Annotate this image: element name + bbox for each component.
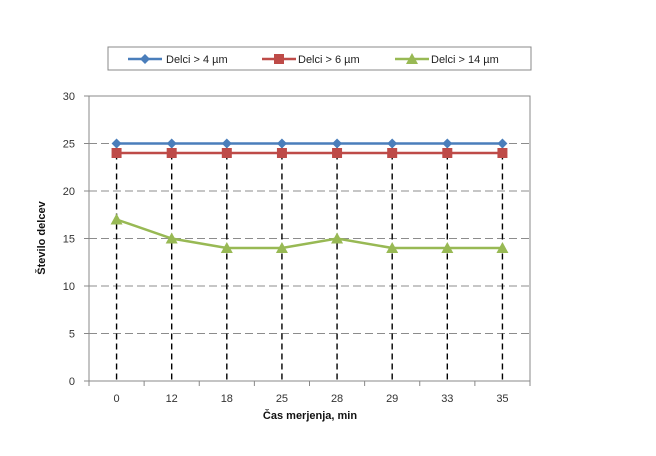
y-tick-label: 5 (69, 329, 75, 341)
x-axis-ticks: 0 12 18 25 28 29 33 35 (88, 381, 531, 405)
legend-label-3: Delci > 14 µm (431, 54, 499, 66)
data-point (442, 138, 453, 149)
data-point (332, 138, 343, 149)
data-point (166, 138, 177, 149)
data-point (497, 138, 508, 149)
legend-entry-1: Delci > 4 µm (128, 54, 228, 66)
data-point (332, 148, 343, 158)
data-point (221, 138, 232, 149)
data-point (221, 148, 232, 158)
y-tick-label: 25 (63, 139, 75, 151)
data-point (276, 148, 287, 158)
data-point (497, 148, 508, 158)
data-point (442, 148, 453, 158)
x-tick-label: 33 (441, 393, 453, 405)
legend-box (107, 46, 532, 71)
data-point (331, 232, 344, 244)
legend-label-1: Delci > 4 µm (166, 54, 228, 66)
y-tick-label: 10 (63, 281, 75, 293)
legend: Delci > 4 µm Delci > 6 µm Delci > 14 µm (107, 46, 532, 71)
legend-label-2: Delci > 6 µm (298, 54, 360, 66)
data-point (111, 148, 122, 158)
data-point (441, 242, 454, 253)
x-axis-title: Čas merjenja, min (263, 409, 357, 422)
y-tick-label: 15 (63, 234, 75, 246)
data-point (275, 242, 288, 253)
y-tick-label: 20 (63, 186, 75, 198)
x-tick-label: 35 (496, 393, 508, 405)
y-tick-label: 30 (63, 91, 75, 103)
data-point (387, 138, 398, 149)
legend-marker-square (274, 54, 284, 64)
legend-marker-triangle (406, 53, 418, 64)
y-tick-label: 0 (69, 376, 75, 388)
y-axis-ticks: 0 5 10 15 20 25 30 (63, 91, 89, 388)
legend-entry-2: Delci > 6 µm (262, 54, 360, 66)
x-tick-label: 28 (331, 393, 343, 405)
legend-entry-3: Delci > 14 µm (395, 53, 499, 66)
data-point (387, 148, 398, 158)
data-point (165, 232, 178, 244)
x-tick-label: 29 (386, 393, 398, 405)
data-point (386, 242, 399, 253)
data-point (166, 148, 177, 158)
series-group (110, 138, 509, 253)
series-3 (110, 213, 509, 253)
series-2 (111, 148, 508, 158)
data-point (496, 242, 509, 253)
y-axis-title: Število delcev (35, 200, 48, 274)
x-tick-label: 0 (114, 393, 120, 405)
x-tick-label: 18 (221, 393, 233, 405)
x-tick-label: 12 (166, 393, 178, 405)
data-point (276, 138, 287, 149)
data-point (110, 213, 123, 225)
series-line (116, 218, 503, 250)
series-1 (111, 138, 508, 149)
x-tick-label: 25 (276, 393, 288, 405)
data-point (220, 242, 233, 253)
data-point (111, 138, 122, 149)
legend-marker-diamond (140, 54, 150, 64)
